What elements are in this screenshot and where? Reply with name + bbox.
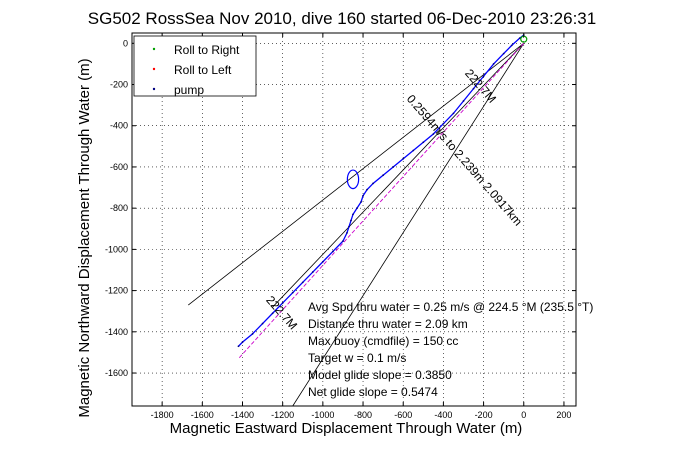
- y-tick-label: -1400: [105, 327, 128, 337]
- track-point: [281, 302, 284, 304]
- track-point: [452, 112, 455, 115]
- track-annotation: 222.7M: [263, 293, 300, 332]
- track-point: [311, 271, 314, 273]
- track-point: [502, 52, 505, 55]
- x-tick-label: -1800: [151, 410, 174, 420]
- track-point: [360, 201, 362, 203]
- track-point: [462, 100, 465, 102]
- bearing-line: [188, 42, 525, 306]
- track-point: [372, 182, 374, 185]
- legend-box: [133, 35, 257, 97]
- legend: Roll to Right Roll to Left pump: [133, 35, 257, 97]
- track-point: [442, 122, 445, 125]
- y-tick-label: 0: [123, 38, 128, 48]
- track-point: [241, 341, 244, 344]
- y-tick-label: -400: [110, 121, 128, 131]
- track-loop: [346, 169, 360, 190]
- chart-title: SG502 RossSea Nov 2010, dive 160 started…: [88, 9, 596, 28]
- track-point: [472, 87, 475, 90]
- stats-line: Target w = 0.1 m/s: [308, 351, 406, 365]
- track-point: [362, 194, 364, 197]
- track-point: [382, 174, 385, 177]
- track-point: [510, 44, 513, 47]
- legend-entry: Roll to Right: [174, 43, 240, 57]
- track-point: [356, 207, 358, 210]
- x-tick-label: -800: [354, 410, 372, 420]
- model-track-line: [238, 43, 525, 359]
- track-point: [402, 157, 405, 160]
- x-tick-label: -200: [475, 410, 493, 420]
- x-tick-label: -1600: [191, 410, 214, 420]
- track-point: [261, 322, 264, 325]
- track-point: [348, 225, 350, 228]
- track-point: [321, 260, 324, 263]
- track-point: [301, 281, 304, 284]
- track-annotation: 222.7M: [462, 66, 499, 105]
- track-point: [291, 291, 294, 294]
- legend-marker: [152, 67, 156, 71]
- track-point: [342, 240, 344, 243]
- stats-line: Net glide slope = 0.5474: [308, 385, 438, 399]
- x-tick-label: 0: [521, 410, 526, 420]
- track-point: [392, 166, 395, 168]
- track-point: [350, 219, 352, 222]
- y-tick-label: -600: [110, 162, 128, 172]
- y-axis-label: Magnetic Northward Displacement Through …: [76, 58, 93, 417]
- stats-line: Distance thru water = 2.09 km: [308, 317, 468, 331]
- track-point: [492, 63, 495, 65]
- legend-entry: pump: [174, 83, 204, 97]
- track-point: [518, 37, 521, 40]
- stats-line: Avg Spd thru water = 0.25 m/s @ 224.5 °M…: [308, 300, 593, 314]
- stats-line: Max buoy (cmdfile) = 150 cc: [308, 334, 458, 348]
- axis-ticks: -1800 -1600 -1400 -1200 -1000 -800 -600 -400 -20…: [105, 33, 576, 420]
- track-point: [412, 149, 415, 152]
- legend-marker: [152, 87, 156, 91]
- bearing-line: [292, 43, 525, 407]
- y-tick-label: -1600: [105, 368, 128, 378]
- plot-frame: [131, 32, 577, 407]
- legend-entry: Roll to Left: [174, 63, 232, 77]
- track-point: [482, 75, 485, 78]
- x-tick-label: -1200: [271, 410, 294, 420]
- y-tick-label: -1200: [105, 286, 128, 296]
- x-tick-label: -1400: [231, 410, 254, 420]
- y-tick-label: -200: [110, 80, 128, 90]
- track-point: [237, 345, 240, 348]
- x-tick-label: -1000: [311, 410, 334, 420]
- track-point: [366, 188, 368, 191]
- x-tick-label: -600: [394, 410, 412, 420]
- legend-marker: [152, 47, 156, 51]
- y-tick-label: -1000: [105, 244, 128, 254]
- stats-line: Model glide slope = 0.3850: [308, 368, 452, 382]
- track-point: [422, 141, 425, 144]
- track-point: [271, 312, 274, 315]
- stats-text: Avg Spd thru water = 0.25 m/s @ 224.5 °M…: [308, 300, 593, 399]
- track-point: [346, 231, 348, 234]
- track-point: [352, 213, 354, 216]
- x-axis-label: Magnetic Eastward Displacement Through W…: [170, 420, 523, 437]
- bearing-line: [272, 43, 525, 308]
- y-tick-label: -800: [110, 203, 128, 213]
- track-point: [432, 133, 435, 135]
- track-point: [251, 332, 254, 335]
- x-tick-label: -400: [434, 410, 452, 420]
- track-point: [332, 250, 334, 253]
- x-tick-label: 200: [556, 410, 571, 420]
